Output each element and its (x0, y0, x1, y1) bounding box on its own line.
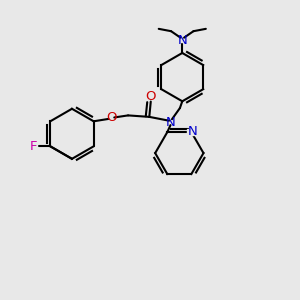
Text: N: N (177, 34, 187, 47)
Text: F: F (29, 140, 37, 153)
Bar (187, 129, 196, 135)
Text: N: N (166, 116, 176, 129)
Text: O: O (146, 90, 156, 103)
Text: O: O (106, 111, 116, 124)
Text: N: N (188, 124, 197, 137)
